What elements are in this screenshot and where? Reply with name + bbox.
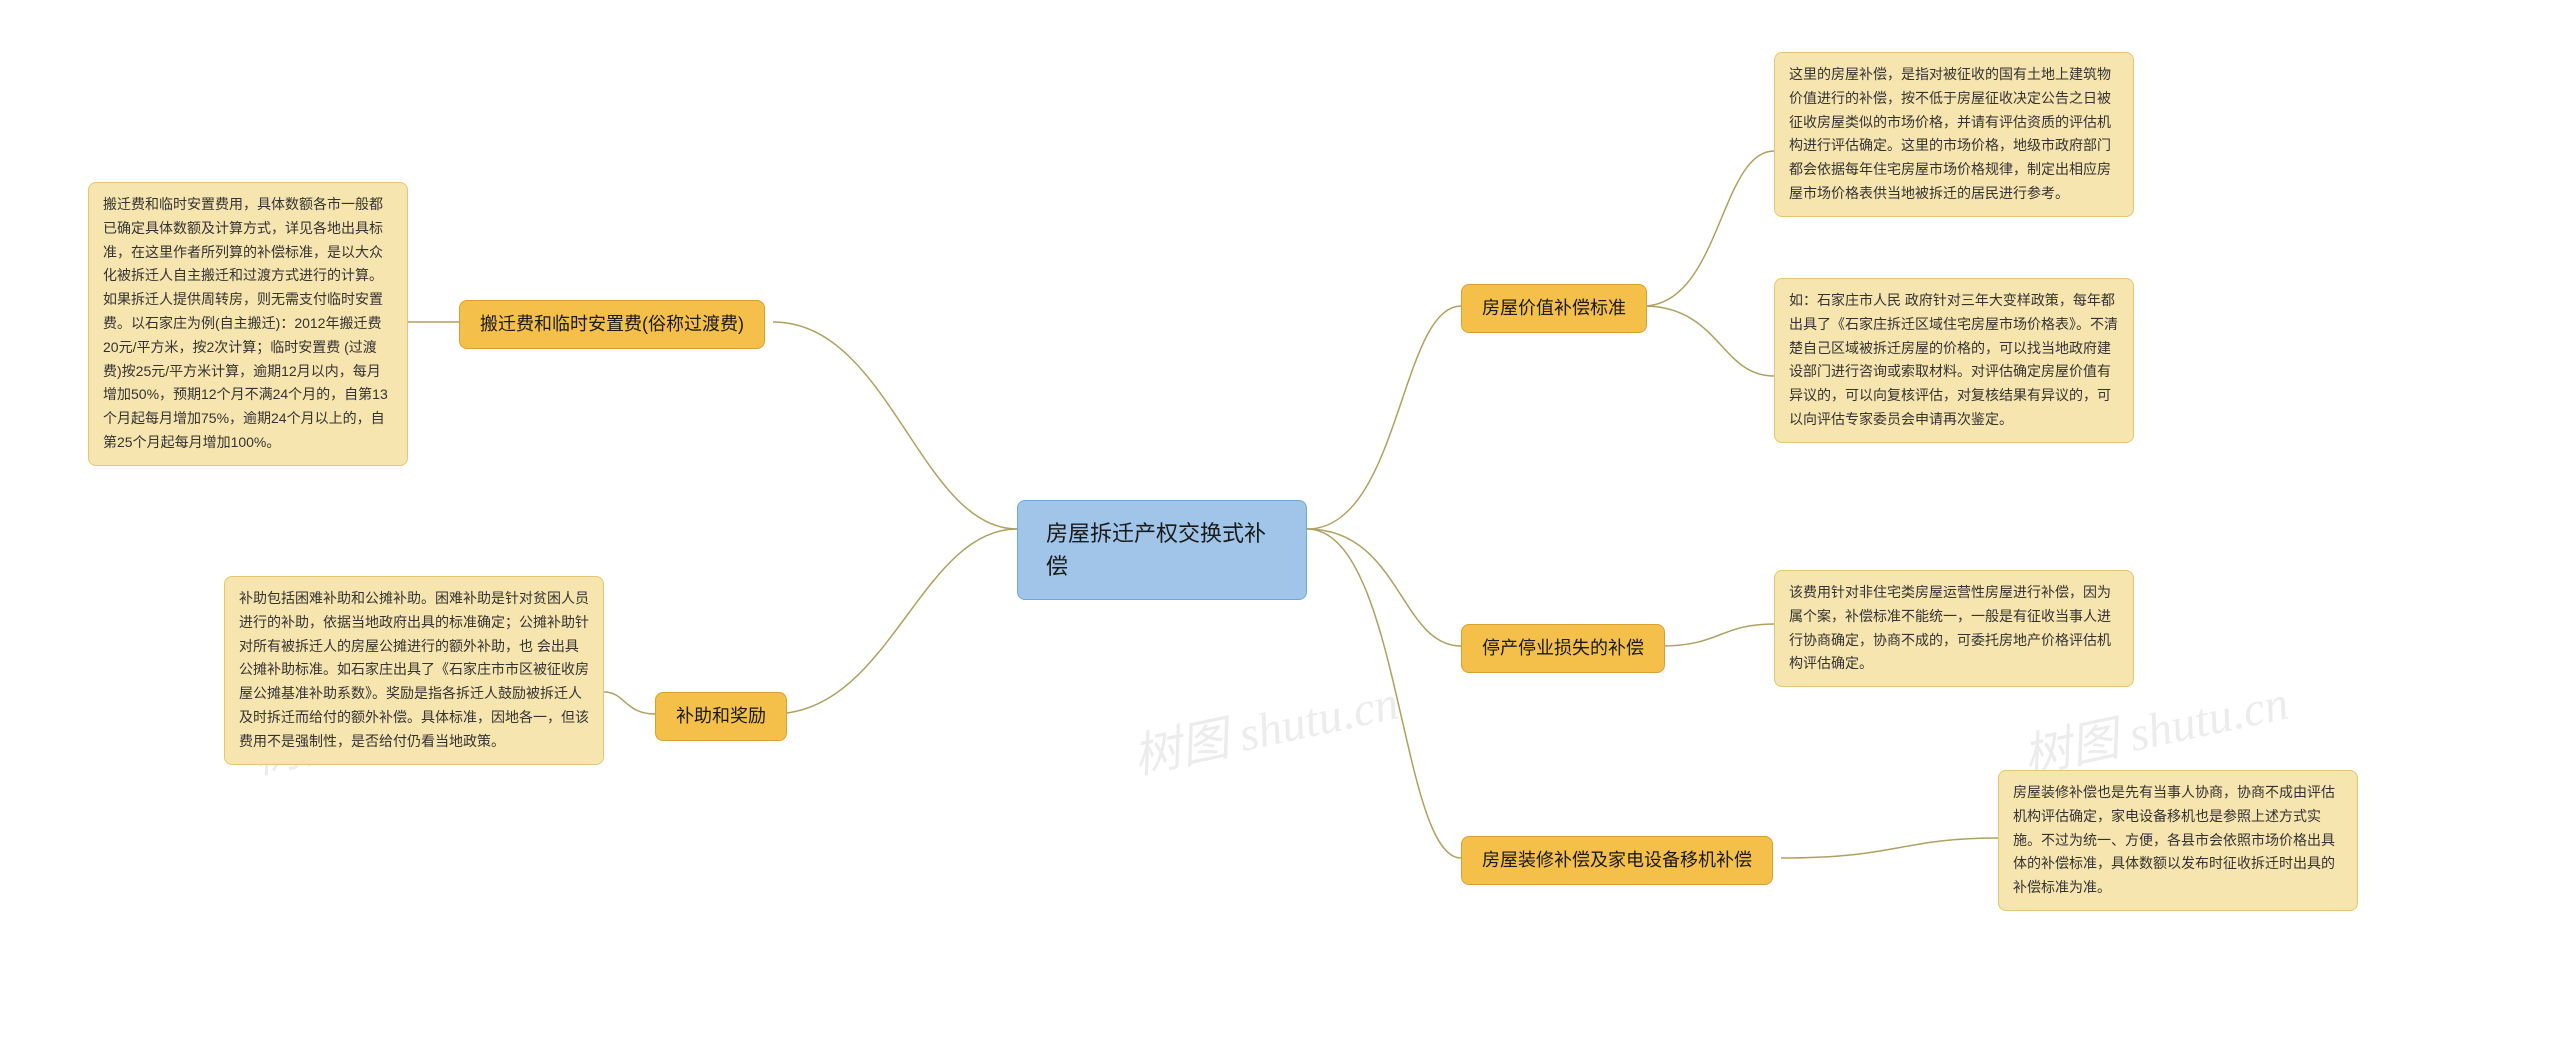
right-branch-2: 房屋装修补偿及家电设备移机补偿	[1461, 836, 1773, 885]
right-branch-0: 房屋价值补偿标准	[1461, 284, 1647, 333]
left-leaf-0: 搬迁费和临时安置费用，具体数额各市一般都已确定具体数额及计算方式，详见各地出具标…	[88, 182, 408, 466]
right-leaf-0-0: 这里的房屋补偿，是指对被征收的国有土地上建筑物价值进行的补偿，按不低于房屋征收决…	[1774, 52, 2134, 217]
root-node: 房屋拆迁产权交换式补偿	[1017, 500, 1307, 600]
right-branch-1: 停产停业损失的补偿	[1461, 624, 1665, 673]
left-branch-1: 补助和奖励	[655, 692, 787, 741]
watermark: 树图 shutu.cn	[1126, 663, 1404, 787]
right-leaf-2-0: 房屋装修补偿也是先有当事人协商，协商不成由评估机构评估确定，家电设备移机也是参照…	[1998, 770, 2358, 911]
right-leaf-0-1: 如：石家庄市人民 政府针对三年大变样政策，每年都出具了《石家庄拆迁区域住宅房屋市…	[1774, 278, 2134, 443]
left-branch-0: 搬迁费和临时安置费(俗称过渡费)	[459, 300, 765, 349]
right-leaf-1-0: 该费用针对非住宅类房屋运营性房屋进行补偿，因为属个案，补偿标准不能统一，一般是有…	[1774, 570, 2134, 687]
left-leaf-1: 补助包括困难补助和公摊补助。困难补助是针对贫困人员进行的补助，依据当地政府出具的…	[224, 576, 604, 765]
